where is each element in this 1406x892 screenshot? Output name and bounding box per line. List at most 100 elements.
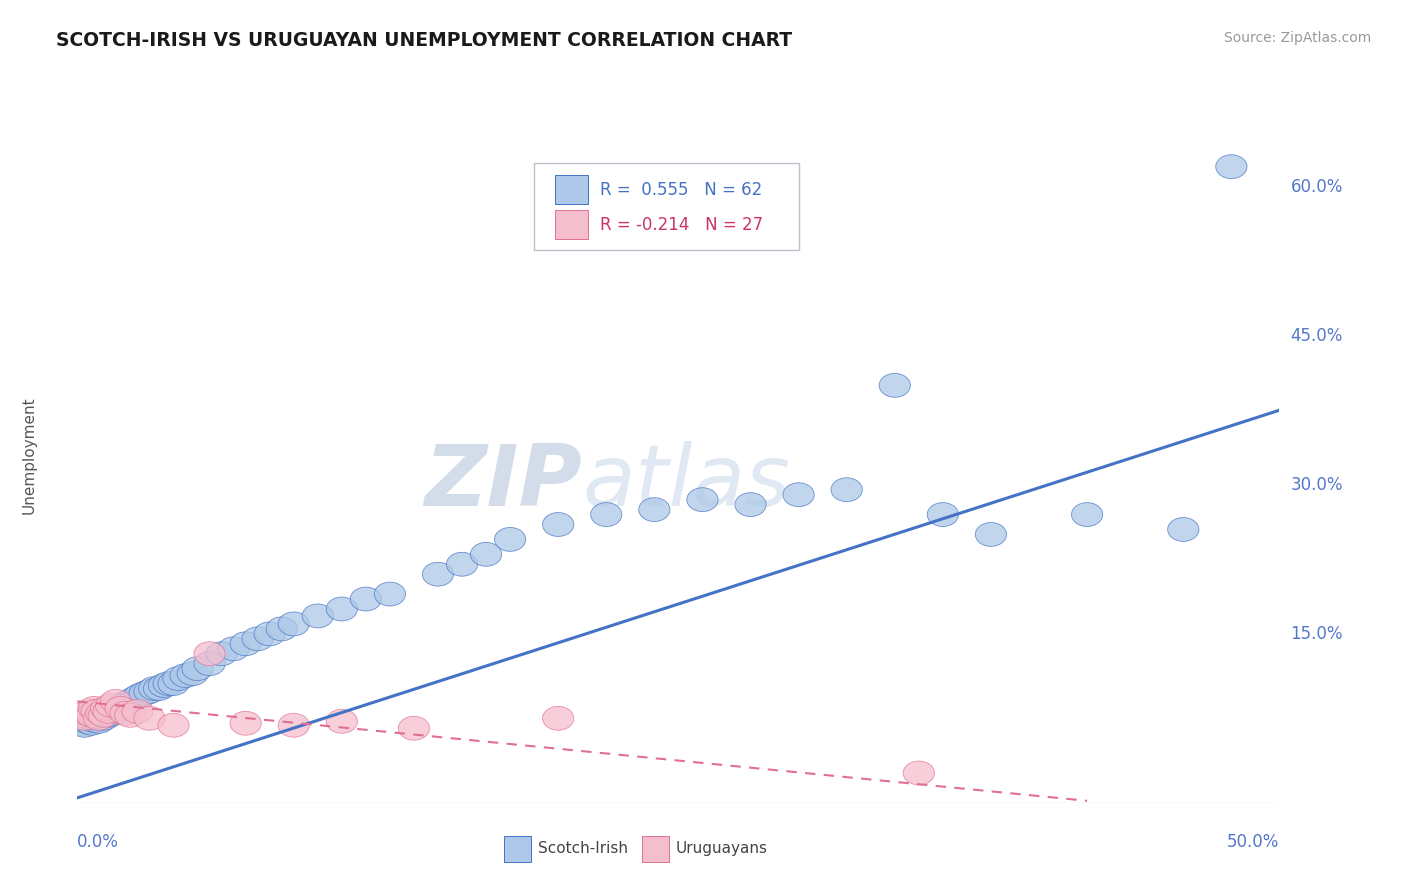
Ellipse shape <box>134 706 165 731</box>
Text: R = -0.214   N = 27: R = -0.214 N = 27 <box>600 216 763 234</box>
Ellipse shape <box>326 709 357 733</box>
Ellipse shape <box>110 701 141 725</box>
Ellipse shape <box>89 704 120 727</box>
Ellipse shape <box>177 662 208 686</box>
Ellipse shape <box>831 478 862 501</box>
Ellipse shape <box>471 542 502 566</box>
Ellipse shape <box>69 706 100 731</box>
Ellipse shape <box>76 704 107 727</box>
Ellipse shape <box>143 676 174 700</box>
Ellipse shape <box>120 687 150 710</box>
Ellipse shape <box>115 690 146 714</box>
Ellipse shape <box>927 502 959 526</box>
Ellipse shape <box>82 706 112 731</box>
Text: atlas: atlas <box>582 442 790 524</box>
Ellipse shape <box>170 664 201 688</box>
FancyBboxPatch shape <box>505 836 530 862</box>
Ellipse shape <box>157 714 190 737</box>
Ellipse shape <box>96 693 127 717</box>
Text: Source: ZipAtlas.com: Source: ZipAtlas.com <box>1223 31 1371 45</box>
Ellipse shape <box>783 483 814 507</box>
Ellipse shape <box>98 701 129 725</box>
Ellipse shape <box>153 672 184 696</box>
Ellipse shape <box>69 714 100 737</box>
Ellipse shape <box>254 622 285 646</box>
Ellipse shape <box>89 706 120 731</box>
Ellipse shape <box>93 699 124 723</box>
Text: 30.0%: 30.0% <box>1291 475 1343 494</box>
Ellipse shape <box>231 632 262 656</box>
Ellipse shape <box>231 711 262 735</box>
Ellipse shape <box>90 701 122 725</box>
Ellipse shape <box>194 641 225 665</box>
Ellipse shape <box>93 704 124 727</box>
Ellipse shape <box>100 690 131 714</box>
Ellipse shape <box>83 709 115 733</box>
Text: 60.0%: 60.0% <box>1291 178 1343 195</box>
Ellipse shape <box>278 612 309 636</box>
Ellipse shape <box>976 523 1007 547</box>
Ellipse shape <box>122 699 153 723</box>
Ellipse shape <box>72 709 103 733</box>
Ellipse shape <box>350 587 381 611</box>
Ellipse shape <box>374 582 405 606</box>
Ellipse shape <box>100 697 131 721</box>
Ellipse shape <box>543 513 574 536</box>
Ellipse shape <box>398 716 430 740</box>
Text: 50.0%: 50.0% <box>1227 833 1279 851</box>
Ellipse shape <box>103 699 134 723</box>
Ellipse shape <box>66 711 98 735</box>
Text: Scotch-Irish: Scotch-Irish <box>537 841 627 856</box>
Ellipse shape <box>110 691 141 715</box>
Ellipse shape <box>83 706 115 731</box>
Ellipse shape <box>1216 154 1247 178</box>
Ellipse shape <box>543 706 574 731</box>
Ellipse shape <box>1071 502 1102 526</box>
Ellipse shape <box>163 666 194 690</box>
Ellipse shape <box>139 676 170 700</box>
Ellipse shape <box>735 492 766 516</box>
Ellipse shape <box>446 552 478 576</box>
Ellipse shape <box>686 488 718 512</box>
FancyBboxPatch shape <box>554 175 588 204</box>
Ellipse shape <box>591 502 621 526</box>
Ellipse shape <box>422 562 454 586</box>
Ellipse shape <box>266 617 297 640</box>
Ellipse shape <box>76 711 107 735</box>
Text: ZIP: ZIP <box>425 442 582 524</box>
Ellipse shape <box>72 701 103 725</box>
Ellipse shape <box>79 697 110 721</box>
Ellipse shape <box>326 597 357 621</box>
Ellipse shape <box>66 704 98 727</box>
Text: SCOTCH-IRISH VS URUGUAYAN UNEMPLOYMENT CORRELATION CHART: SCOTCH-IRISH VS URUGUAYAN UNEMPLOYMENT C… <box>56 31 793 50</box>
Ellipse shape <box>107 697 139 721</box>
Ellipse shape <box>879 374 911 397</box>
Text: Unemployment: Unemployment <box>21 396 37 514</box>
Ellipse shape <box>278 714 309 737</box>
Ellipse shape <box>218 637 249 661</box>
Ellipse shape <box>73 699 105 723</box>
Ellipse shape <box>638 498 671 522</box>
Ellipse shape <box>1167 517 1199 541</box>
Ellipse shape <box>205 641 238 665</box>
Ellipse shape <box>105 693 136 717</box>
Ellipse shape <box>79 708 110 732</box>
Ellipse shape <box>242 627 273 651</box>
Ellipse shape <box>157 672 190 696</box>
Text: 0.0%: 0.0% <box>77 833 120 851</box>
Ellipse shape <box>124 683 156 707</box>
Ellipse shape <box>148 673 180 698</box>
Ellipse shape <box>181 657 214 681</box>
FancyBboxPatch shape <box>534 162 799 250</box>
Ellipse shape <box>903 761 935 785</box>
Text: 45.0%: 45.0% <box>1291 326 1343 344</box>
Ellipse shape <box>115 704 146 727</box>
Ellipse shape <box>134 680 165 704</box>
Ellipse shape <box>73 706 105 731</box>
Ellipse shape <box>302 604 333 628</box>
Ellipse shape <box>129 681 160 706</box>
Ellipse shape <box>105 697 136 721</box>
Ellipse shape <box>86 701 117 725</box>
Ellipse shape <box>194 652 225 675</box>
Ellipse shape <box>90 697 122 721</box>
